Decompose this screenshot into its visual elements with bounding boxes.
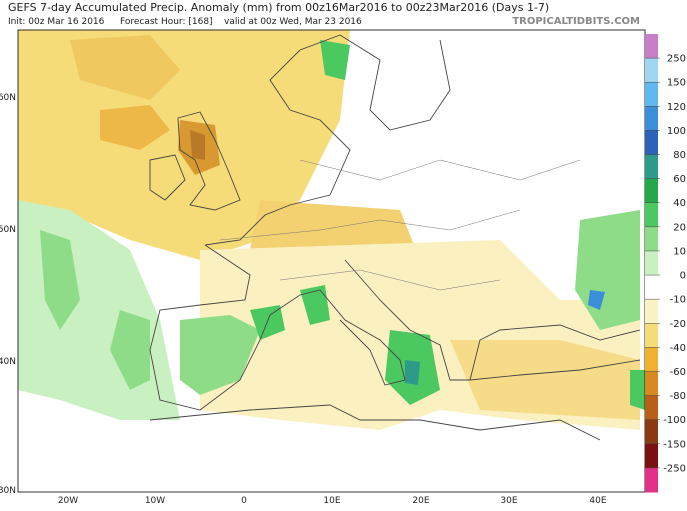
colorbar-label: 60	[673, 174, 686, 185]
colorbar-swatch	[645, 347, 658, 372]
valid: valid at 00z Wed, Mar 23 2016	[224, 17, 362, 27]
site: TROPICALTIDBITS.COM	[512, 16, 640, 27]
colorbar-swatch	[645, 58, 658, 83]
colorbar-swatch	[645, 299, 658, 324]
lat-label: 50N	[0, 225, 16, 235]
colorbar-label: 100	[667, 126, 686, 137]
colorbar-label: -80	[670, 391, 686, 402]
colorbar-swatch	[645, 154, 658, 180]
lon-label: 10W	[145, 496, 165, 506]
colorbar-label: 120	[667, 102, 686, 113]
colorbar-label: -40	[670, 343, 686, 354]
colorbar-swatch	[645, 419, 658, 445]
colorbar-label: 20	[673, 222, 686, 233]
colorbar-label: 10	[673, 246, 686, 257]
colorbar: 25015012010080604020100-10-20-40-60-80-1…	[645, 34, 686, 493]
map: 60N 50N 40N 30N 20W 10W 0 10E 20E 30E 40E	[0, 29, 646, 506]
colorbar-swatch	[645, 323, 658, 348]
lon-label: 20E	[412, 496, 429, 506]
init: Init: 00z Mar 16 2016	[8, 17, 105, 27]
colorbar-swatch	[645, 178, 658, 204]
colorbar-swatch	[645, 226, 658, 252]
colorbar-label: 40	[673, 198, 686, 209]
colorbar-swatch	[645, 82, 658, 107]
colorbar-swatch	[645, 202, 658, 228]
colorbar-swatch	[645, 34, 658, 59]
colorbar-swatch	[645, 130, 658, 156]
colorbar-swatch	[645, 467, 658, 493]
colorbar-label: -60	[670, 367, 686, 378]
colorbar-swatch	[645, 275, 658, 300]
colorbar-swatch	[645, 371, 658, 397]
colorbar-swatch	[645, 395, 658, 421]
colorbar-label: 0	[680, 271, 686, 282]
lon-label: 40E	[589, 496, 606, 506]
lon-label: 30E	[500, 496, 517, 506]
lat-label: 40N	[0, 357, 16, 367]
colorbar-label: -150	[663, 439, 686, 450]
colorbar-label: 150	[667, 78, 686, 89]
colorbar-label: -250	[663, 463, 686, 474]
colorbar-swatch	[645, 443, 658, 469]
lat-label: 30N	[0, 486, 16, 496]
header: GEFS 7-day Accumulated Precip. Anomaly (…	[8, 1, 640, 27]
colorbar-swatch	[645, 250, 658, 276]
lon-label: 0	[241, 496, 247, 506]
colorbar-swatch	[645, 106, 658, 131]
colorbar-label: 80	[673, 150, 686, 161]
colorbar-label: -100	[663, 415, 686, 426]
forecast-hour: Forecast Hour: [168]	[120, 17, 213, 27]
lon-label: 10E	[323, 496, 340, 506]
lat-label: 60N	[0, 93, 16, 103]
lon-label: 20W	[58, 496, 78, 506]
colorbar-label: -20	[670, 319, 686, 330]
colorbar-label: -10	[670, 295, 686, 306]
title: GEFS 7-day Accumulated Precip. Anomaly (…	[8, 1, 549, 14]
colorbar-label: 250	[667, 54, 686, 65]
